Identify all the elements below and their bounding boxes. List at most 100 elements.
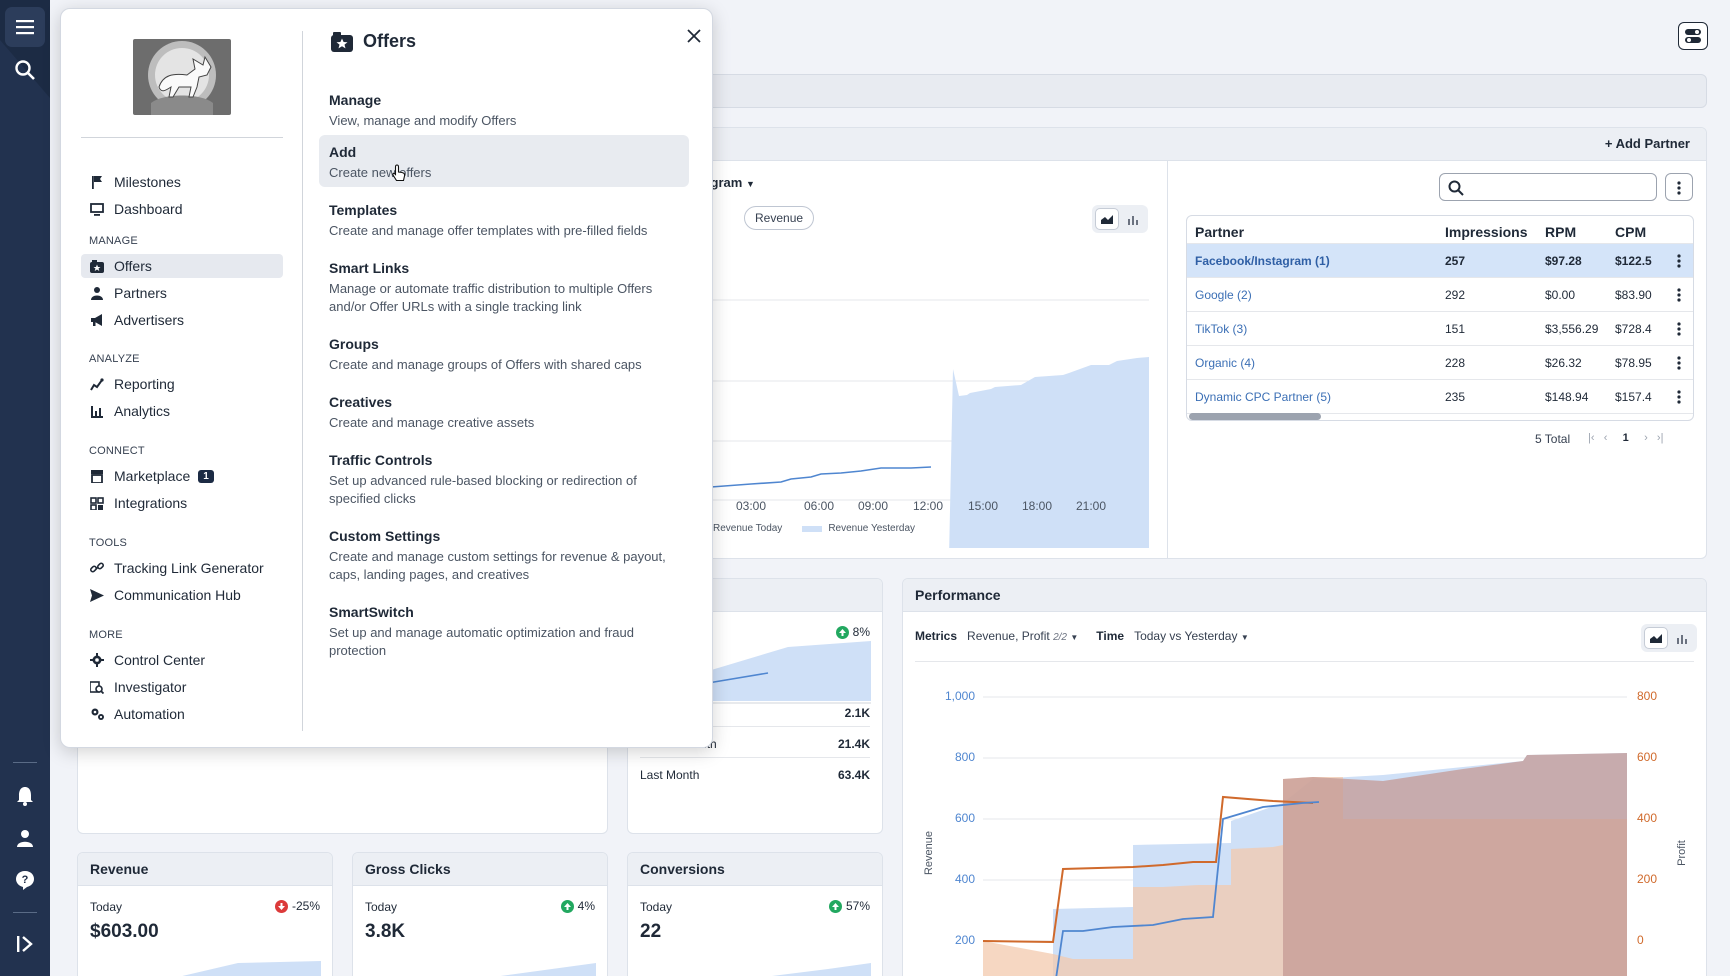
menu-option-groups[interactable]: Groups Create and manage groups of Offers… [319,327,689,382]
time-select[interactable]: Today vs Yesterday ▼ [1134,629,1249,643]
area-chart-icon[interactable] [1095,208,1120,230]
flag-icon [90,175,104,189]
last-page-icon[interactable]: ›| [1656,432,1664,444]
menu-icon[interactable] [5,7,45,47]
partner-name[interactable]: Dynamic CPC Partner (5) [1195,390,1332,404]
nav-label: Automation [114,706,185,722]
nav-item-partners[interactable]: Partners [81,281,283,305]
bar-chart-icon[interactable] [1121,208,1145,230]
bell-icon[interactable] [5,776,45,816]
partner-name[interactable]: Organic (4) [1195,356,1256,370]
current-page[interactable]: 1 [1622,432,1629,444]
arrow-up-icon [828,899,842,913]
nav-item-integrations[interactable]: Integrations [81,491,283,515]
settings-toggle-button[interactable] [1678,22,1708,50]
col-partner[interactable]: Partner [1195,224,1245,240]
nav-item-tracking-link-generator[interactable]: Tracking Link Generator [81,556,283,580]
table-row[interactable]: TikTok (3) 151 $3,556.29 $728.4 [1187,312,1693,346]
option-title: SmartSwitch [329,604,414,620]
row-kebab-icon[interactable] [1677,287,1681,303]
close-icon[interactable] [683,25,705,47]
nav-item-advertisers[interactable]: Advertisers [81,308,283,332]
menu-option-custom-settings[interactable]: Custom Settings Create and manage custom … [319,519,689,592]
chart-type-toggle[interactable] [1641,624,1697,652]
table-header: Partner Impressions RPM CPM [1187,216,1693,244]
help-icon[interactable]: ? [5,860,45,900]
partner-search-input[interactable] [1439,173,1657,201]
area-chart-icon[interactable] [1644,627,1669,649]
rpm: $97.28 [1545,254,1582,268]
partner-name[interactable]: Google (2) [1195,288,1252,302]
last-month-label: Last Month [640,768,700,782]
arrow-up-icon [835,625,849,639]
nav-item-offers[interactable]: Offers [81,254,283,278]
option-title: Traffic Controls [329,452,433,468]
nav-item-analytics[interactable]: Analytics [81,399,283,423]
nav-item-investigator[interactable]: Investigator [81,675,283,699]
bar-chart-icon[interactable] [1670,627,1694,649]
table-row[interactable]: Dynamic CPC Partner (5) 235 $148.94 $157… [1187,380,1693,414]
x-tick: 06:00 [804,499,835,513]
first-page-icon[interactable]: |‹ [1588,432,1595,444]
table-row[interactable]: Google (2) 292 $0.00 $83.90 [1187,278,1693,312]
arrow-down-icon [274,899,288,913]
col-impressions[interactable]: Impressions [1445,224,1528,240]
impressions: 257 [1445,254,1466,268]
rpm: $148.94 [1545,390,1589,404]
menu-option-creatives[interactable]: Creatives Create and manage creative asse… [319,385,689,440]
search-icon[interactable] [5,50,45,90]
offers-icon [331,31,353,52]
investigator-icon [90,680,104,694]
section-manage: MANAGE [89,235,138,247]
table-row[interactable]: Facebook/Instagram (1) 257 $97.28 $122.5 [1187,244,1693,278]
stat-period: Today [90,900,123,914]
impressions: 228 [1445,356,1466,370]
chart-type-toggle[interactable] [1092,205,1148,233]
menu-option-add[interactable]: Add Create new offers [319,135,689,187]
table-row[interactable]: Organic (4) 228 $26.32 $78.95 [1187,346,1693,380]
expand-icon[interactable] [5,924,45,964]
metrics-select[interactable]: Revenue, Profit 2/2 ▼ [967,629,1078,643]
performance-title: Performance [903,579,1706,612]
prev-page-icon[interactable]: ‹ [1603,432,1608,444]
gear-icon [90,653,104,667]
row-kebab-icon[interactable] [1677,253,1681,269]
col-rpm[interactable]: RPM [1545,224,1577,240]
revenue-pill[interactable]: Revenue [744,206,815,230]
option-title: Groups [329,336,379,352]
nav-label: Control Center [114,652,206,668]
col-cpm[interactable]: CPM [1615,224,1647,240]
horizontal-scrollbar[interactable] [1189,413,1321,420]
nav-item-marketplace[interactable]: Marketplace 1 [81,464,283,488]
row-kebab-icon[interactable] [1677,355,1681,371]
legend-swatch-yesterday [802,525,823,532]
partner-name[interactable]: TikTok (3) [1195,322,1248,336]
filter-bar[interactable] [700,74,1707,108]
table-options-button[interactable] [1665,173,1693,201]
menu-option-templates[interactable]: Templates Create and manage offer templat… [319,193,689,248]
menu-option-smart-links[interactable]: Smart Links Manage or automate traffic di… [319,251,689,324]
nav-item-communication-hub[interactable]: Communication Hub [81,583,283,607]
stat-title: Conversions [628,853,882,886]
right-tick: 600 [1637,750,1658,764]
navigation-menu-panel: Milestones Dashboard MANAGE Offers Partn… [60,8,713,748]
current-month-value: 21.4K [837,737,870,751]
menu-option-manage[interactable]: Manage View, manage and modify Offers [319,83,689,138]
add-partner-button[interactable]: + Add Partner [1604,136,1690,151]
row-kebab-icon[interactable] [1677,321,1681,337]
sparkline [772,963,871,976]
nav-item-control-center[interactable]: Control Center [81,648,283,672]
nav-item-automation[interactable]: Automation [81,702,283,726]
nav-label: Milestones [114,174,181,190]
partner-name[interactable]: Facebook/Instagram (1) [1195,254,1330,268]
next-page-icon[interactable]: › [1644,432,1648,444]
row-kebab-icon[interactable] [1677,389,1681,405]
menu-option-traffic-controls[interactable]: Traffic Controls Set up advanced rule-bas… [319,443,689,516]
nav-item-milestones[interactable]: Milestones [81,170,283,194]
right-tick: 800 [1637,689,1658,703]
user-icon[interactable] [5,818,45,858]
nav-item-reporting[interactable]: Reporting [81,372,283,396]
menu-option-smartswitch[interactable]: SmartSwitch Set up and manage automatic o… [319,595,689,668]
nav-item-dashboard[interactable]: Dashboard [81,197,283,221]
left-tick: 1,000 [945,689,976,703]
